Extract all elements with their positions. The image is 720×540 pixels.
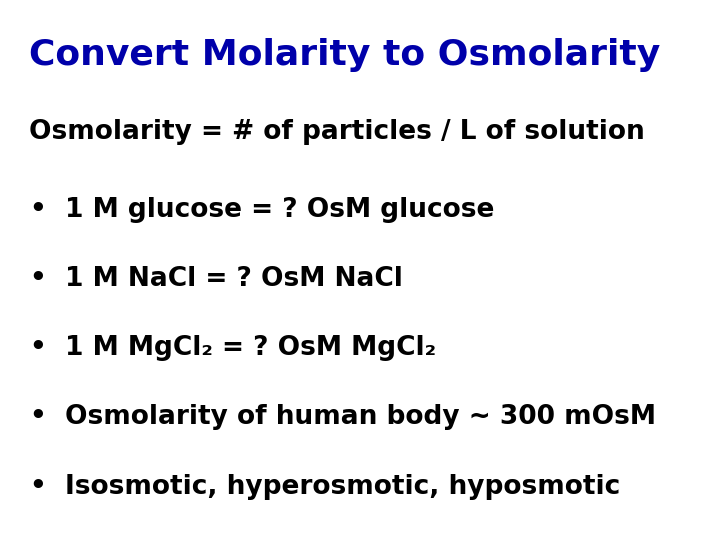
Text: •: • <box>29 266 45 292</box>
Text: 1 M glucose = ? OsM glucose: 1 M glucose = ? OsM glucose <box>65 197 494 223</box>
Text: Isosmotic, hyperosmotic, hyposmotic: Isosmotic, hyperosmotic, hyposmotic <box>65 474 620 500</box>
Text: •: • <box>29 335 45 361</box>
Text: •: • <box>29 404 45 430</box>
Text: •: • <box>29 474 45 500</box>
Text: 1 M NaCl = ? OsM NaCl: 1 M NaCl = ? OsM NaCl <box>65 266 402 292</box>
Text: •: • <box>29 197 45 223</box>
Text: 1 M MgCl₂ = ? OsM MgCl₂: 1 M MgCl₂ = ? OsM MgCl₂ <box>65 335 436 361</box>
Text: Osmolarity of human body ~ 300 mOsM: Osmolarity of human body ~ 300 mOsM <box>65 404 656 430</box>
Text: Convert Molarity to Osmolarity: Convert Molarity to Osmolarity <box>29 38 660 72</box>
Text: Osmolarity = # of particles / L of solution: Osmolarity = # of particles / L of solut… <box>29 119 644 145</box>
